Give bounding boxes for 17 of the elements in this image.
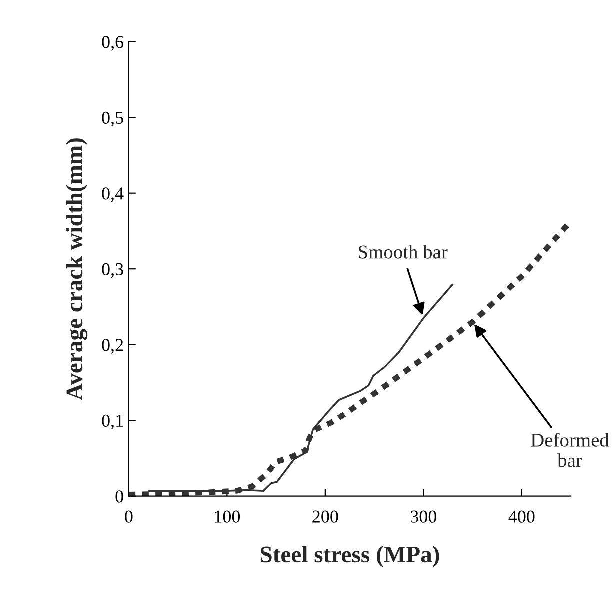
x-tick-label: 400 [508,510,535,523]
y-axis-title: Average crack width(mm) [66,138,88,400]
x-tick-label: 100 [215,510,240,523]
x-tick-label: 0 [125,510,133,523]
annotation: Smooth bar [359,245,448,259]
line-series [148,283,454,492]
x-tick-label: 300 [410,510,437,523]
y-tick-label: 0,5 [102,112,124,127]
y-tick-label: 0,6 [102,36,124,51]
annotation: Deformed bar [531,433,610,468]
x-axis-title: Steel stress (MPa) [260,546,440,568]
y-tick-label: 0,1 [102,414,123,430]
y-tick-label: 0,3 [102,263,124,278]
x-tick-label: 200 [312,510,338,523]
y-tick-label: 0,4 [102,188,124,202]
y-tick-label: 0,2 [102,339,124,354]
y-tick-label: 0 [116,490,124,503]
